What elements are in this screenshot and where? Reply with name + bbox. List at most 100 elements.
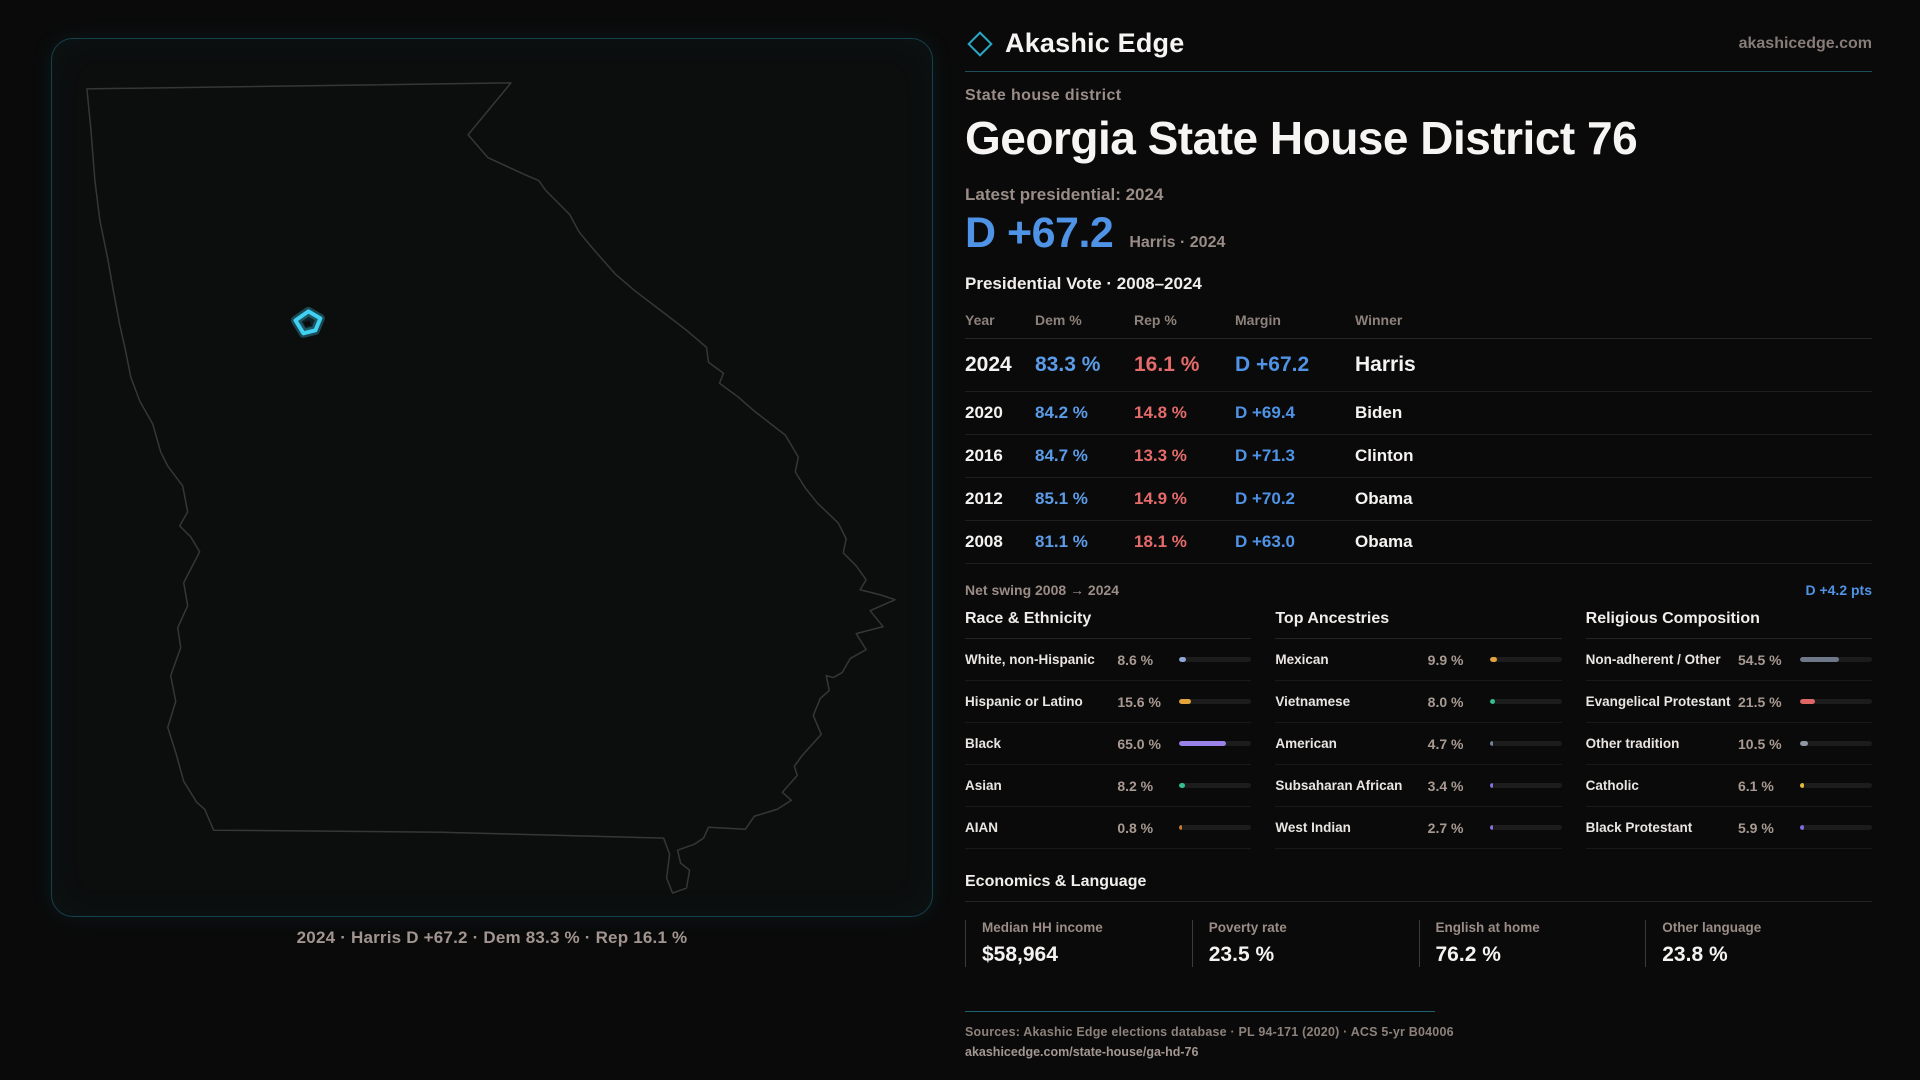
demo-bar-track	[1179, 825, 1252, 830]
demo-label: White, non-Hispanic	[965, 651, 1095, 667]
demo-label: AIAN	[965, 819, 998, 835]
demo-bar-fill	[1489, 741, 1494, 746]
table-row: 2016 84.7 % 13.3 % D +71.3 Clinton	[965, 435, 1872, 478]
stat-value: 23.5 %	[1208, 943, 1275, 966]
demo-row: Mexican 9.9 %	[1275, 639, 1562, 681]
table-row: 2008 81.1 % 18.1 % D +63.0 Obama	[965, 521, 1872, 564]
demo-label: Evangelical Protestant	[1585, 693, 1731, 709]
demo-bar-fill	[1179, 741, 1227, 746]
demo-label: Subsaharan African	[1275, 777, 1403, 793]
demo-value: 4.7 %	[1427, 735, 1464, 752]
table-row: 2024 83.3 % 16.1 % D +67.2 Harris	[965, 339, 1872, 392]
col-header-margin: Margin	[1235, 312, 1281, 328]
demo-value: 2.7 %	[1427, 819, 1464, 836]
stat-label: Median HH income	[982, 920, 1103, 935]
brand-logo-group: Akashic Edge	[965, 28, 1184, 59]
cell-year: 2016	[965, 446, 1003, 465]
demo-label: Other tradition	[1585, 735, 1680, 751]
demo-bar-fill	[1800, 825, 1805, 830]
stat-value: $58,964	[982, 943, 1058, 966]
district-inner-shape	[303, 320, 312, 327]
demo-bar-fill	[1179, 825, 1183, 830]
col-header-year: Year	[965, 312, 995, 328]
district-type-kicker: State house district	[965, 87, 1122, 104]
cell-winner: Biden	[1355, 403, 1403, 422]
latest-margin-row: D +67.2 Harris · 2024	[965, 209, 1872, 258]
top-ancestries-column: Top Ancestries Mexican 9.9 % Vietnamese …	[1275, 610, 1562, 849]
stat-value: 76.2 %	[1435, 943, 1501, 966]
demo-value: 8.2 %	[1117, 777, 1154, 794]
demo-bar-track	[1489, 741, 1562, 746]
demo-row: Catholic 6.1 %	[1585, 765, 1872, 807]
demo-value: 10.5 %	[1738, 735, 1782, 752]
presidential-vote-table: Year Dem % Rep % Margin Winner 2024 83.3…	[965, 306, 1872, 564]
demo-row: Non-adherent / Other 54.5 %	[1585, 639, 1872, 681]
page-title: Georgia State House District 76	[965, 112, 1638, 164]
stat-value: 23.8 %	[1662, 943, 1728, 966]
economics-stats-row: Median HH income $58,964 Poverty rate 23…	[965, 920, 1872, 967]
stat-label: Other language	[1662, 920, 1762, 935]
net-swing-row: Net swing 2008 → 2024 D +4.2 pts	[965, 574, 1872, 598]
latest-margin-context: Harris · 2024	[1129, 234, 1226, 251]
demo-bar-track	[1800, 699, 1872, 704]
demo-value: 3.4 %	[1427, 777, 1464, 794]
cell-winner: Obama	[1355, 532, 1413, 551]
cell-rep-pct: 14.9 %	[1134, 489, 1187, 508]
brand-domain-link[interactable]: akashicedge.com	[1738, 34, 1872, 52]
cell-winner: Clinton	[1355, 446, 1414, 465]
demo-bar-fill	[1179, 783, 1186, 788]
brand-header: Akashic Edge akashicedge.com	[965, 28, 1872, 59]
detail-panel: Akashic Edge akashicedge.com State house…	[965, 28, 1872, 1059]
demo-row: Vietnamese 8.0 %	[1275, 681, 1562, 723]
economics-title: Economics & Language	[965, 873, 1872, 902]
demo-row: West Indian 2.7 %	[1275, 807, 1562, 849]
cell-winner: Harris	[1355, 353, 1416, 376]
demo-bar-track	[1800, 783, 1872, 788]
demo-row: Black 65.0 %	[965, 723, 1252, 765]
demo-value: 15.6 %	[1117, 693, 1161, 710]
demo-value: 8.0 %	[1427, 693, 1464, 710]
demo-bar-track	[1489, 657, 1562, 662]
demo-label: West Indian	[1275, 819, 1351, 835]
permalink-link[interactable]: akashicedge.com/state-house/ga-hd-76	[965, 1045, 1199, 1059]
table-header-row: Year Dem % Rep % Margin Winner	[965, 306, 1872, 339]
demo-bar-track	[1800, 741, 1872, 746]
demo-bar-fill	[1489, 825, 1493, 830]
top-ancestries-title: Top Ancestries	[1275, 610, 1562, 639]
diamond-icon	[967, 30, 993, 57]
map-caption: 2024 · Harris D +67.2 · Dem 83.3 % · Rep…	[296, 928, 688, 947]
cell-margin: D +63.0	[1235, 532, 1296, 551]
stat-label: English at home	[1435, 920, 1540, 935]
demo-bar-track	[1800, 657, 1872, 662]
cell-dem-pct: 81.1 %	[1035, 532, 1088, 551]
cell-rep-pct: 14.8 %	[1134, 403, 1187, 422]
demo-label: Vietnamese	[1275, 693, 1351, 709]
demo-row: Black Protestant 5.9 %	[1585, 807, 1872, 849]
cell-margin: D +71.3	[1235, 446, 1296, 465]
stat-other-language: Other language 23.8 %	[1645, 920, 1872, 967]
demo-value: 6.1 %	[1738, 777, 1774, 794]
race-ethnicity-column: Race & Ethnicity White, non-Hispanic 8.6…	[965, 610, 1252, 849]
demo-row: White, non-Hispanic 8.6 %	[965, 639, 1252, 681]
net-swing-value: D +4.2 pts	[1805, 582, 1872, 598]
georgia-outline	[86, 82, 896, 894]
cell-margin: D +67.2	[1235, 353, 1310, 376]
demo-value: 21.5 %	[1738, 693, 1782, 710]
georgia-map	[86, 82, 896, 894]
col-header-dem: Dem %	[1035, 312, 1082, 328]
cell-winner: Obama	[1355, 489, 1413, 508]
table-row: 2012 85.1 % 14.9 % D +70.2 Obama	[965, 478, 1872, 521]
cell-rep-pct: 13.3 %	[1134, 446, 1187, 465]
demo-value: 65.0 %	[1117, 735, 1161, 752]
demo-bar-track	[1179, 657, 1252, 662]
demo-label: Catholic	[1585, 777, 1639, 793]
demo-label: Hispanic or Latino	[965, 693, 1083, 709]
demo-bar-track	[1179, 741, 1252, 746]
stat-poverty-rate: Poverty rate 23.5 %	[1191, 920, 1419, 967]
demo-label: Mexican	[1275, 651, 1329, 667]
religious-composition-title: Religious Composition	[1585, 610, 1872, 639]
table-row: 2020 84.2 % 14.8 % D +69.4 Biden	[965, 392, 1872, 435]
race-ethnicity-title: Race & Ethnicity	[965, 610, 1252, 639]
demo-bar-fill	[1800, 699, 1816, 704]
cell-margin: D +69.4	[1235, 403, 1296, 422]
